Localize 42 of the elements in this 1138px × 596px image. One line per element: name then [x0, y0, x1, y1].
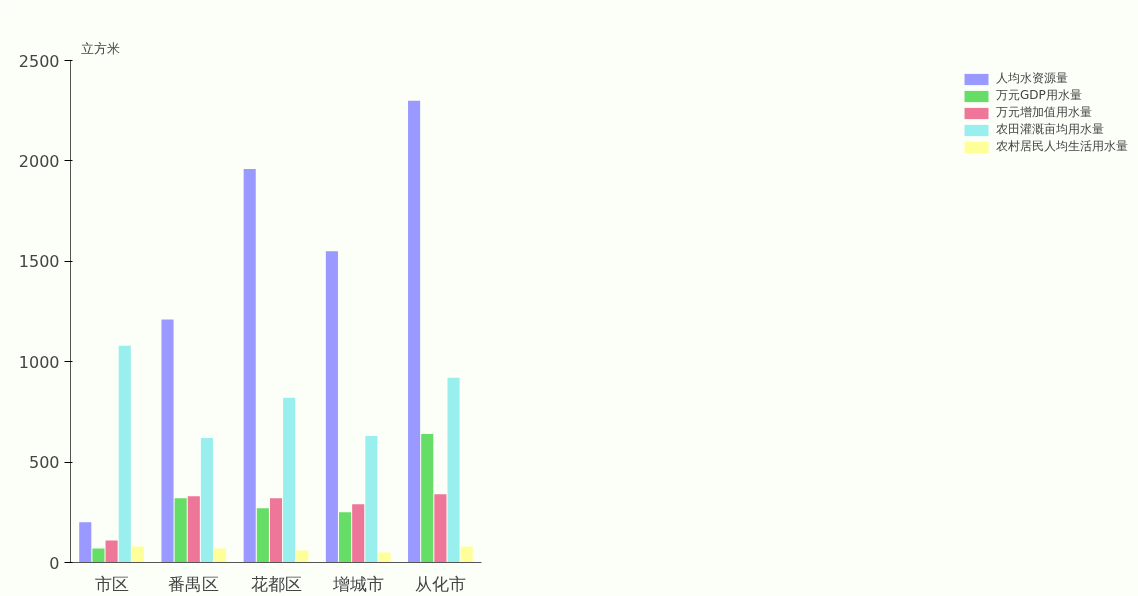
bar	[434, 494, 447, 563]
bar	[269, 498, 283, 563]
bar	[365, 436, 378, 563]
bar	[460, 546, 473, 563]
y-tick-label: 500	[28, 453, 60, 473]
bar	[378, 552, 391, 563]
x-tick-label: 番禺区	[168, 573, 220, 594]
bar	[118, 345, 131, 563]
legend-label: 人均水资源量	[996, 70, 1068, 87]
bar	[339, 512, 352, 563]
bar	[131, 546, 144, 563]
x-tick-label: 增城市	[331, 573, 384, 594]
bar	[79, 522, 92, 563]
bar	[243, 168, 256, 563]
bar	[174, 498, 187, 563]
bar	[408, 100, 421, 563]
legend-label: 万元GDP用水量	[996, 87, 1082, 104]
bar	[447, 377, 460, 563]
bar	[325, 251, 338, 563]
bar	[187, 496, 200, 563]
bar	[105, 540, 118, 563]
y-tick-label: 0	[49, 553, 60, 573]
bar	[296, 550, 309, 563]
legend-label: 农村居民人均生活用水量	[996, 138, 1128, 155]
y-tick-label: 1000	[18, 352, 60, 372]
bar	[92, 548, 105, 563]
bar	[421, 433, 434, 563]
bar	[161, 319, 174, 563]
x-tick-label: 从化市	[414, 573, 466, 594]
bar	[200, 438, 213, 563]
y-tick-label: 2500	[18, 51, 60, 71]
bar	[214, 548, 227, 563]
bar	[256, 508, 269, 563]
legend-label: 农田灌溉亩均用水量	[996, 121, 1104, 138]
y-tick-label: 1500	[18, 252, 60, 272]
y-axis-title: 立方米	[80, 40, 120, 56]
y-tick-label: 2000	[18, 151, 60, 171]
x-tick-label: 市区	[94, 573, 129, 594]
x-tick-label: 花都区	[250, 573, 302, 594]
bar	[352, 504, 365, 563]
bar	[283, 397, 296, 563]
legend-label: 万元增加值用水量	[996, 104, 1092, 121]
